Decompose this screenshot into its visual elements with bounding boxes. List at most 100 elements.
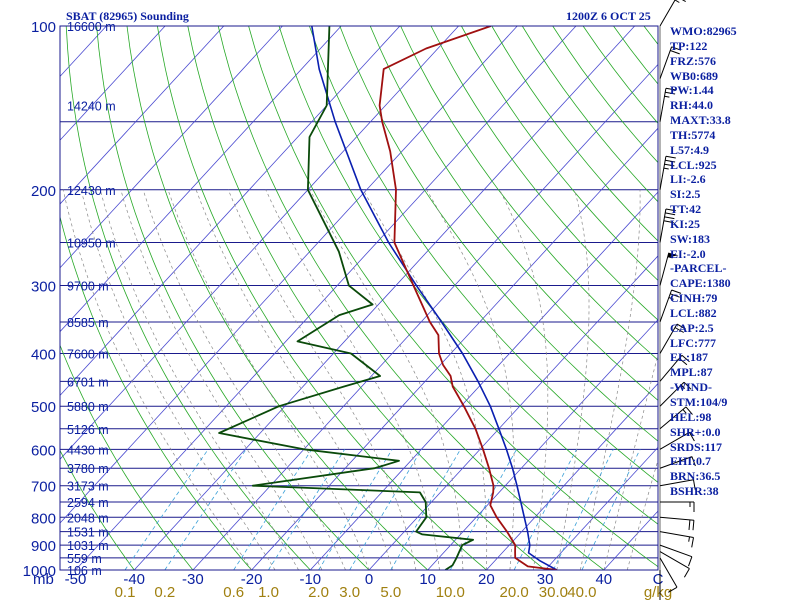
index-entry: TT:42 (670, 202, 702, 217)
pressure-tick-label: 800 (31, 510, 56, 527)
temperature-unit-label: C (653, 571, 664, 588)
isotherm-line (60, 26, 225, 205)
dry-adiabat (309, 26, 658, 483)
mixing-ratio-tick-label: 10.0 (436, 584, 465, 600)
dry-adiabat (339, 26, 658, 442)
isotherm-line (75, 26, 577, 570)
index-entry: STM:104/9 (670, 395, 728, 409)
temperature-tick-label: -40 (123, 571, 145, 588)
dry-adiabat (157, 26, 487, 570)
wind-barb (659, 479, 696, 490)
wind-barb-feather (692, 520, 695, 531)
mixing-ratio-tick-label: 0.1 (115, 584, 136, 600)
pressure-axis-label: mb (33, 571, 54, 588)
temperature-tick-label: 20 (478, 571, 495, 588)
height-label: 2048 m (67, 511, 109, 525)
dry-adiabat (521, 26, 658, 203)
wind-barb-half-feather (663, 167, 669, 170)
wind-barb-shaft (659, 551, 690, 570)
moist-adiabat (499, 189, 549, 570)
isotherm-line (368, 255, 658, 570)
pressure-tick-label: 700 (31, 479, 56, 496)
moist-adiabat (556, 189, 590, 570)
index-entry: HEL:98 (670, 409, 712, 424)
wind-barb-shaft (659, 516, 694, 521)
wind-barb-half-feather (664, 95, 670, 98)
dry-adiabat (735, 26, 800, 570)
dry-adiabat (491, 26, 658, 242)
wind-barb-feather (688, 432, 695, 442)
wind-barb-feather (688, 519, 691, 530)
wind-barb-feather (664, 163, 675, 167)
wind-barb-feather (674, 327, 684, 333)
mixing-ratio-tick-label: 40.0 (567, 584, 596, 600)
dry-adiabat (461, 26, 658, 281)
pressure-tick-label: 400 (31, 347, 56, 364)
wind-barb-feather (688, 556, 693, 567)
wind-barb (659, 208, 676, 243)
wind-barb-feather (665, 155, 676, 159)
dry-adiabat (217, 26, 605, 570)
isotherm-line (251, 127, 658, 570)
isotherm-line (60, 26, 166, 141)
wind-barb-half-feather (688, 536, 690, 542)
wind-barb-feather (663, 220, 674, 224)
moist-adiabat (227, 189, 417, 570)
wind-barb-feather (685, 406, 693, 415)
index-entry: WMO:82965 (670, 24, 737, 38)
height-label: 6701 m (67, 375, 109, 389)
isotherm-line (192, 63, 658, 570)
index-entry: LCL:882 (670, 305, 717, 320)
index-entry: BSHR:38 (670, 484, 719, 499)
isotherm-line (427, 319, 658, 570)
parcel-trace (311, 26, 558, 570)
moist-adiabat (309, 189, 464, 570)
wind-barb-shaft (659, 456, 693, 469)
chart-title: SBAT (82965) Sounding (66, 9, 189, 23)
isotherm-line (310, 191, 658, 570)
mixing-ratio-line (268, 449, 346, 570)
moist-adiabat (195, 189, 393, 570)
index-entry: SI:2.5 (670, 187, 701, 202)
isotherm-line (60, 26, 342, 333)
dry-adiabat (430, 26, 658, 321)
index-entry: BRN:36.5 (670, 469, 721, 484)
height-label: 1531 m (67, 526, 109, 540)
wind-barb (659, 354, 690, 382)
temperature-tick-label: 30 (537, 571, 554, 588)
wind-barb (659, 431, 695, 450)
height-label: 14240 m (67, 100, 116, 114)
isotherm-line (133, 26, 635, 570)
wind-barb (659, 501, 695, 512)
index-entry: -PARCEL- (670, 261, 727, 276)
index-entry: EL:187 (670, 350, 709, 365)
index-entry: KI:25 (670, 216, 700, 231)
wind-barb-shaft (659, 531, 694, 538)
moist-adiabat (62, 189, 252, 570)
index-entry: TP:122 (670, 38, 708, 53)
moist-adiabat (80, 189, 276, 570)
wind-barb-feather (691, 456, 696, 467)
index-entry: EI:-2.0 (670, 246, 706, 261)
dry-adiabat (60, 344, 194, 570)
isotherm-line (60, 26, 283, 269)
wind-barb-half-feather (682, 409, 687, 414)
wind-barb (659, 557, 678, 593)
wind-barb-shaft (659, 479, 694, 487)
mixing-ratio-line (581, 449, 641, 570)
mixing-ratio-unit-label: g/kg (644, 584, 672, 600)
mixing-ratio-line (513, 449, 577, 570)
dry-adiabat (60, 215, 252, 570)
dewpoint-trace (218, 26, 474, 570)
wind-barb (659, 0, 686, 27)
moist-adiabat (579, 189, 641, 570)
wind-barb (659, 544, 693, 567)
wind-barb (659, 46, 682, 79)
mixing-ratio-line (449, 449, 517, 570)
height-label: 559 m (67, 552, 102, 566)
temperature-tick-label: 40 (595, 571, 612, 588)
wind-barb-half-feather (674, 0, 680, 3)
wind-barb (659, 155, 676, 190)
index-entry: LI:-2.6 (670, 172, 706, 187)
